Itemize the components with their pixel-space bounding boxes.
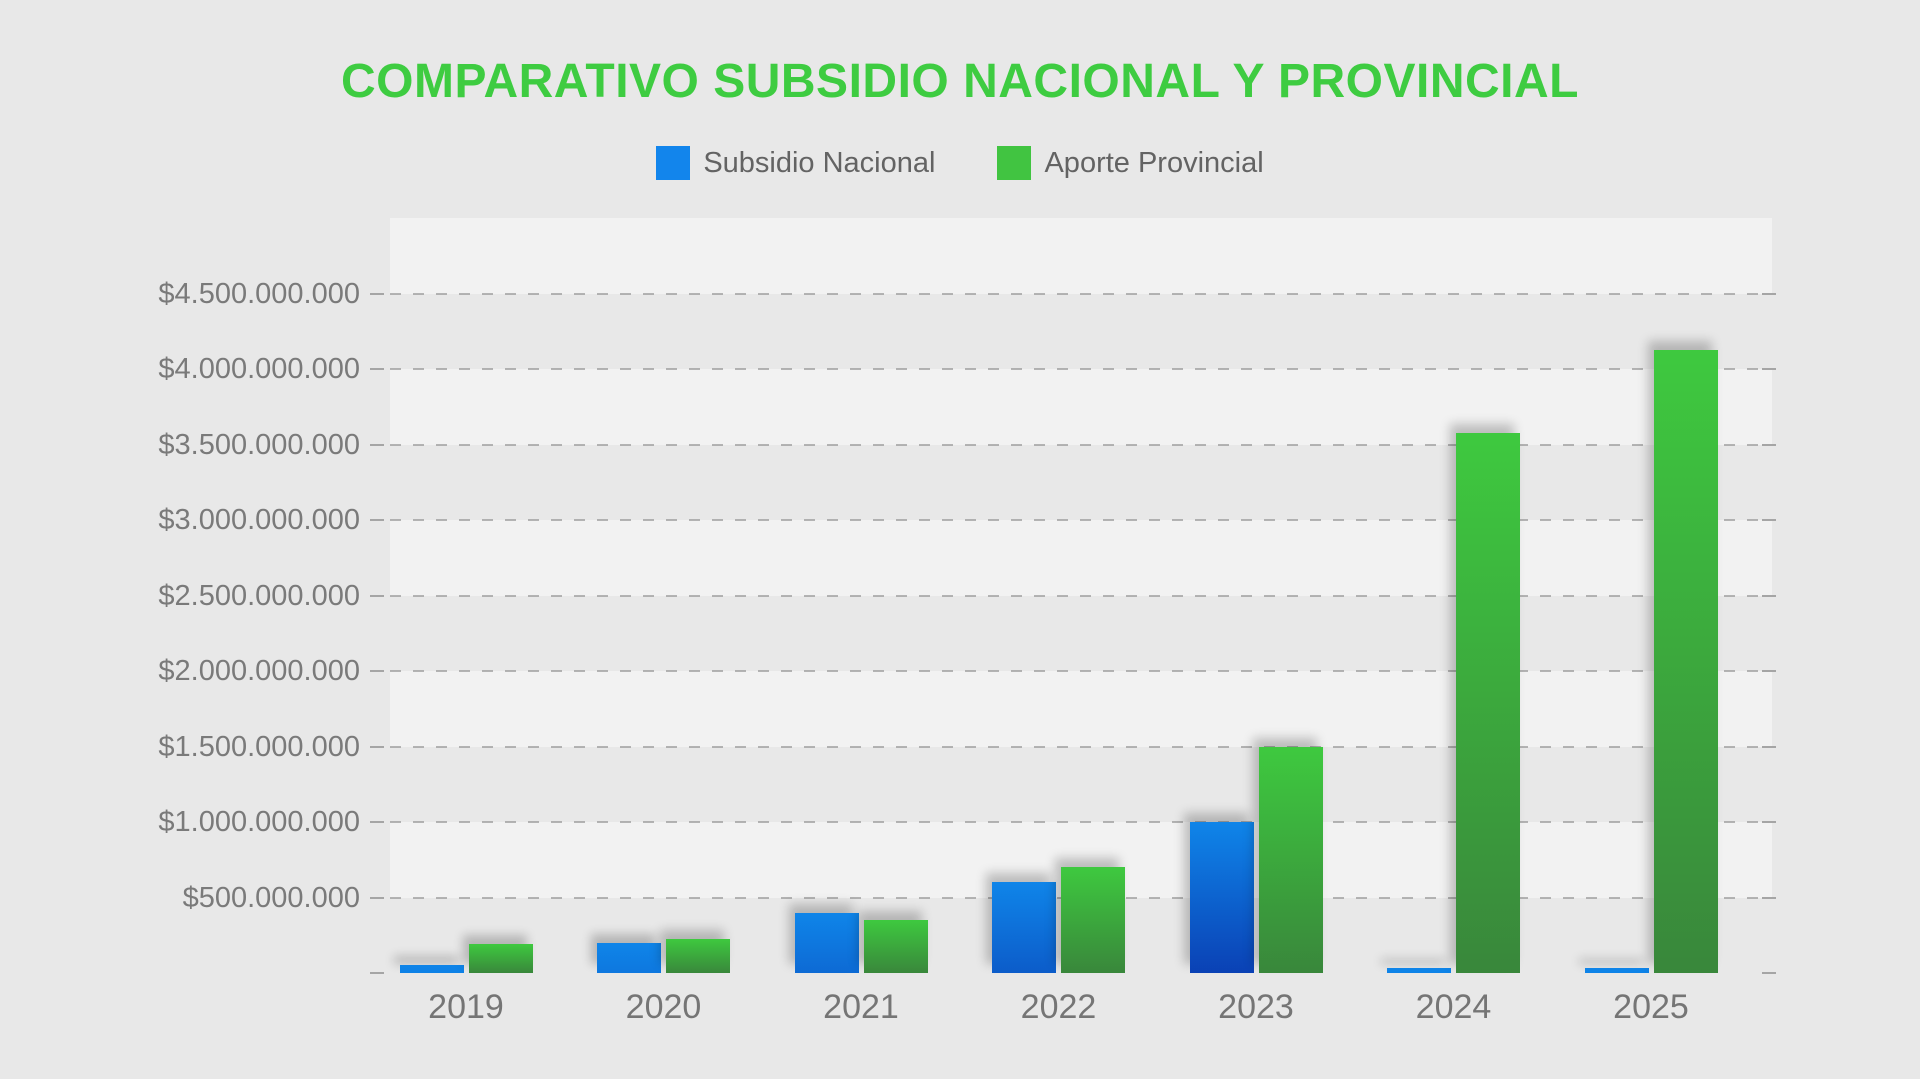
y-axis-label: $2.000.000.000: [158, 655, 360, 687]
y-axis-label: $4.500.000.000: [158, 277, 360, 310]
y-axis-tick-right: [1762, 972, 1776, 974]
y-axis-label: $3.500.000.000: [158, 428, 360, 461]
y-axis-label: $4.000.000.000: [158, 353, 360, 385]
y-axis-tick-right: [1762, 368, 1776, 370]
chart-title: COMPARATIVO SUBSIDIO NACIONAL Y PROVINCI…: [341, 55, 1579, 108]
bar-2022-subsidio-nacional: [992, 882, 1056, 973]
y-axis-tick-left: [370, 594, 384, 597]
y-axis-tick-right: [1762, 745, 1776, 748]
bar-2024-aporte-provincial: [1456, 433, 1520, 973]
legend-swatch-green: [997, 146, 1032, 180]
y-axis-label: $1.500.000.000: [158, 730, 360, 763]
y-axis-tick-right: [1762, 821, 1776, 823]
legend: Subsidio Nacional Aporte Provincial: [0, 146, 1920, 180]
y-axis-tick-right: [1762, 292, 1776, 295]
y-axis-tick-left: [370, 670, 384, 672]
bar-2020-aporte-provincial: [666, 939, 730, 973]
bar-2019-subsidio-nacional: [399, 965, 464, 973]
gridline-2000000000: [390, 670, 1772, 672]
y-axis-tick-left: [370, 368, 384, 370]
y-axis-tick-right: [1762, 443, 1776, 446]
legend-item-subsidio-nacional: Subsidio Nacional: [656, 146, 935, 180]
bar-2025-subsidio-nacional: [1584, 968, 1649, 973]
x-axis-label-2022: 2022: [1020, 988, 1097, 1026]
gridline-2500000000: [390, 594, 1772, 597]
y-axis-tick-left: [370, 443, 384, 446]
x-axis-label-2021: 2021: [823, 988, 899, 1026]
bar-2025-aporte-provincial: [1653, 350, 1718, 973]
gridline-4500000000: [390, 292, 1772, 295]
bar-2024-subsidio-nacional: [1387, 968, 1451, 973]
y-axis-tick-right: [1762, 594, 1776, 597]
y-axis-label: $2.500.000.000: [158, 579, 360, 612]
y-axis-tick-left: [370, 972, 384, 974]
gridline-4000000000: [390, 368, 1772, 370]
legend-item-aporte-provincial: Aporte Provincial: [997, 146, 1264, 180]
plot-stripe: [390, 369, 1772, 445]
y-axis-tick-left: [370, 745, 384, 748]
x-axis-label-2019: 2019: [428, 988, 504, 1026]
legend-label-aporte-provincial: Aporte Provincial: [1044, 147, 1264, 179]
x-axis-label-2020: 2020: [625, 988, 702, 1026]
bar-2022-aporte-provincial: [1061, 867, 1125, 973]
x-axis-label-2023: 2023: [1218, 988, 1294, 1026]
x-axis-label-2025: 2025: [1613, 988, 1689, 1026]
y-axis-tick-left: [370, 292, 384, 295]
plot-stripe: [390, 218, 1772, 294]
legend-swatch-blue: [656, 146, 691, 180]
y-axis-label: $500.000.000: [182, 881, 360, 914]
y-axis-tick-right: [1762, 896, 1776, 899]
y-axis-tick-left: [370, 896, 384, 899]
gridline-3000000000: [390, 519, 1772, 521]
bar-2021-aporte-provincial: [863, 920, 928, 973]
y-axis-tick-right: [1762, 670, 1776, 672]
gridline-3500000000: [390, 443, 1772, 446]
y-axis-tick-left: [370, 821, 384, 823]
plot-stripe: [390, 671, 1772, 747]
y-axis-tick-left: [370, 519, 384, 521]
y-axis-label: $3.000.000.000: [158, 504, 360, 536]
bar-2023-subsidio-nacional: [1189, 822, 1254, 973]
gridline-1000000000: [390, 821, 1772, 823]
y-axis-label: $1.000.000.000: [158, 806, 360, 838]
bar-2023-aporte-provincial: [1258, 746, 1323, 973]
bar-2021-subsidio-nacional: [794, 912, 859, 973]
legend-label-subsidio-nacional: Subsidio Nacional: [703, 147, 936, 179]
plot-stripe: [390, 520, 1772, 596]
y-axis-tick-right: [1762, 519, 1776, 521]
x-axis-label-2024: 2024: [1415, 988, 1492, 1026]
bar-2019-aporte-provincial: [468, 943, 533, 973]
gridline-1500000000: [390, 745, 1772, 748]
bar-2020-subsidio-nacional: [597, 942, 661, 973]
